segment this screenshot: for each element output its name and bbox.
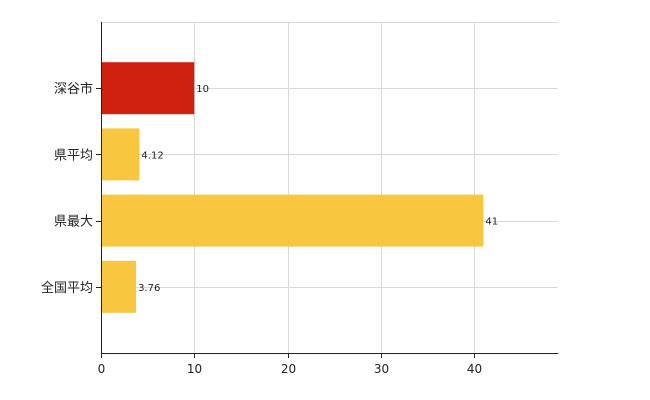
data-label: 3.76 (138, 283, 160, 294)
bar (101, 194, 484, 247)
data-label: 41 (485, 217, 498, 228)
bar (101, 260, 137, 313)
x-tick-label: 40 (467, 362, 482, 376)
bar (101, 128, 140, 181)
data-label: 10 (196, 84, 209, 95)
data-label: 4.12 (141, 150, 163, 161)
category-label: 県最大 (54, 215, 93, 230)
x-tick-label: 20 (281, 362, 296, 376)
x-tick-label: 30 (374, 362, 389, 376)
category-label: 深谷市 (54, 81, 93, 97)
bars (101, 62, 484, 313)
bar (101, 62, 195, 115)
x-tick-label: 0 (98, 362, 106, 376)
axes (96, 22, 558, 358)
category-label: 全国平均 (41, 280, 93, 296)
labels: 10 深谷市 4.12 県平均 41 県最大 3.76 全国平均 0 10 20 30 40 (41, 81, 498, 376)
x-tick-label: 10 (187, 362, 202, 376)
category-label: 県平均 (54, 148, 93, 163)
